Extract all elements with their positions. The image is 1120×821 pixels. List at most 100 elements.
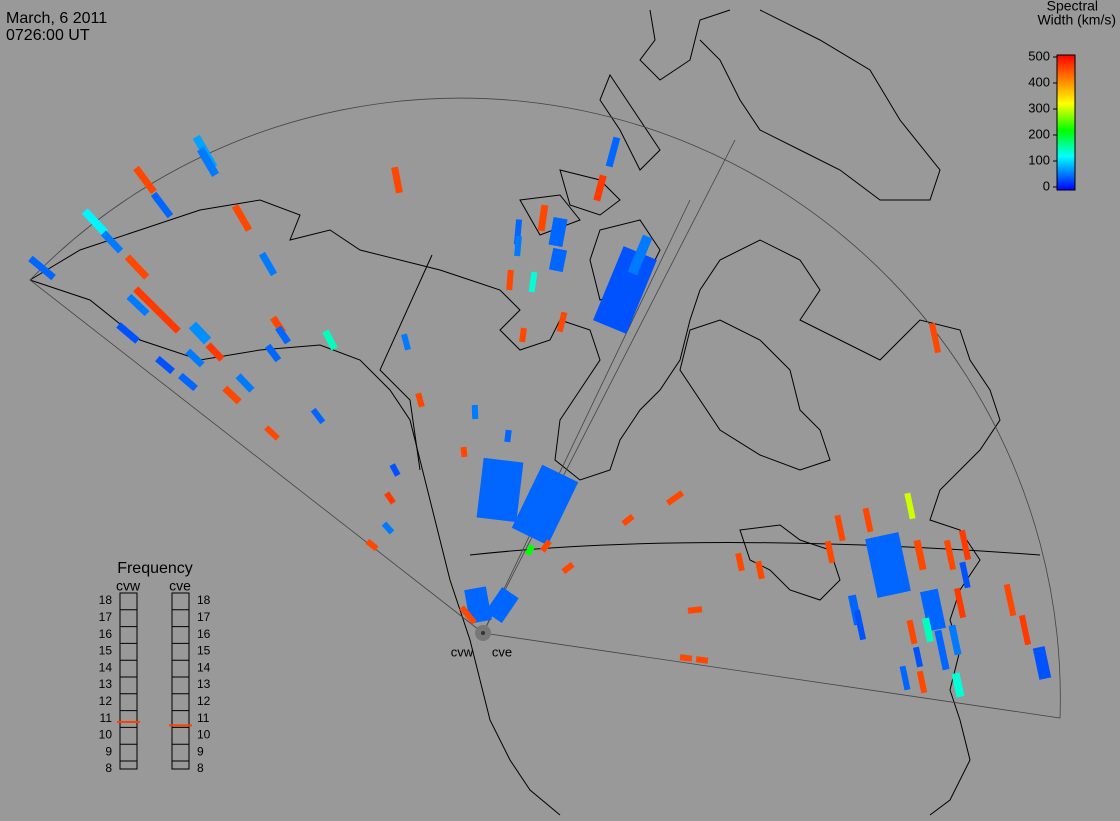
data-cell	[264, 343, 282, 363]
data-cell	[231, 204, 253, 232]
date: March, 6 2011	[6, 10, 107, 27]
data-cell	[504, 429, 512, 443]
data-cell	[679, 654, 693, 662]
frequency-tick-label: 15	[99, 644, 113, 658]
data-cell	[548, 216, 568, 248]
time: 0726:00 UT	[6, 27, 90, 44]
data-cell	[514, 235, 522, 257]
data-cell	[687, 606, 703, 614]
frequency-tick-label: 17	[197, 610, 211, 624]
data-cell	[537, 204, 549, 232]
data-cell	[922, 617, 934, 643]
data-cell	[310, 407, 326, 425]
data-cell	[735, 552, 745, 572]
frequency-tick-label: 11	[197, 711, 210, 725]
data-cell	[196, 147, 220, 177]
data-cell	[912, 646, 924, 668]
frequency-tick-label: 9	[105, 744, 112, 758]
data-cell	[178, 372, 198, 392]
data-cell	[222, 385, 242, 405]
data-cell	[389, 463, 401, 477]
site-label: cve	[492, 644, 512, 659]
data-cell	[853, 609, 867, 641]
data-cell	[959, 561, 971, 589]
data-cell	[235, 373, 255, 393]
data-cell	[519, 327, 527, 343]
frequency-tick-label: 9	[197, 744, 204, 758]
data-cell	[948, 624, 962, 656]
data-cell	[627, 234, 653, 276]
data-cell	[755, 560, 765, 580]
frequency-tick-label: 12	[99, 694, 113, 708]
data-cell	[928, 322, 942, 354]
frequency-panel: 8 8 9 9 10 10 11 11 12 12 13 13 14 14 15 15 16 16 17 17 18 18	[99, 592, 211, 775]
data-cells	[28, 134, 1052, 698]
data-cell	[1018, 614, 1032, 646]
radar-site-center	[481, 631, 485, 635]
data-cell	[185, 348, 205, 368]
frequency-tick-label: 16	[197, 627, 211, 641]
data-cell	[81, 208, 109, 236]
data-cell	[528, 271, 538, 293]
data-cell	[934, 629, 950, 671]
data-cell	[561, 561, 575, 575]
data-cell	[471, 404, 479, 420]
site-label: cvw	[451, 644, 474, 659]
data-cell	[665, 490, 685, 506]
data-cell	[506, 269, 514, 291]
frequency-radar: cve	[169, 578, 191, 594]
data-cell	[476, 457, 524, 523]
data-cell	[951, 672, 965, 698]
colorbar-title: Spectral	[1047, 0, 1098, 14]
data-cell	[460, 446, 468, 458]
frequency-tick-label: 17	[99, 610, 113, 624]
colorbar-tick-label: 0	[1043, 178, 1050, 193]
data-cell	[916, 670, 928, 694]
data-cell	[548, 247, 568, 273]
data-cell	[540, 539, 552, 553]
data-cell	[865, 532, 911, 598]
frequency-tick-label: 18	[99, 593, 113, 607]
colorbar-tick-label: 100	[1028, 152, 1050, 167]
data-cell	[953, 587, 967, 619]
data-cell	[133, 286, 181, 334]
colorbar-tick-label: 500	[1028, 48, 1050, 63]
data-cell	[593, 246, 657, 334]
data-cell	[605, 136, 621, 168]
data-cell	[322, 329, 338, 351]
data-cell	[459, 605, 477, 625]
colorbar-ticks: 0 100 200 300 400 500	[1028, 48, 1057, 193]
frequency-tick-label: 10	[197, 728, 211, 742]
data-cell	[126, 293, 150, 317]
colorbar-tick-label: 300	[1028, 100, 1050, 115]
colorbar	[1056, 54, 1076, 191]
data-cell	[943, 539, 957, 571]
frequency-radar: cvw	[116, 578, 141, 594]
data-cell	[155, 355, 175, 375]
frequency-tick-label: 14	[197, 660, 211, 674]
frequency-tick-label: 18	[197, 593, 211, 607]
frequency-tick-label: 8	[197, 761, 204, 775]
data-cell	[415, 392, 425, 408]
frequency-tick-label: 16	[99, 627, 113, 641]
data-cell	[524, 544, 536, 556]
frequency-tick-label: 13	[99, 677, 113, 691]
data-cell	[384, 491, 396, 505]
colorbar-tick-label: 400	[1028, 74, 1050, 89]
frequency-tick-label: 13	[197, 677, 211, 691]
radar-fan	[29, 97, 1061, 719]
data-cell	[1032, 646, 1052, 680]
data-cell	[365, 538, 379, 552]
data-cell	[593, 174, 607, 202]
data-cell	[133, 165, 157, 195]
data-cell	[100, 230, 124, 254]
frequency-title: Frequency	[117, 560, 193, 577]
data-cell	[695, 656, 709, 664]
colorbar-subtitle: Width (km/s)	[1037, 12, 1116, 28]
data-cell	[958, 529, 972, 561]
data-cell	[913, 539, 927, 571]
data-cell	[124, 254, 150, 280]
frequency-box	[171, 592, 190, 770]
